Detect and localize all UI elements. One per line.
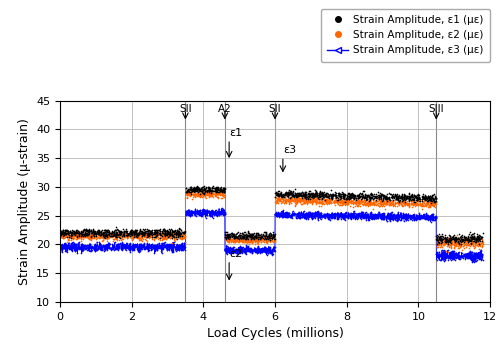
Text: SII: SII [179,103,192,113]
Text: SII: SII [268,103,281,113]
Text: ε2: ε2 [229,249,242,259]
X-axis label: Load Cycles (millions): Load Cycles (millions) [206,327,344,340]
Legend: Strain Amplitude, ε1 (με), Strain Amplitude, ε2 (με), Strain Amplitude, ε3 (με): Strain Amplitude, ε1 (με), Strain Amplit… [321,9,490,62]
Text: A2: A2 [218,103,232,113]
Text: ε3: ε3 [283,145,296,155]
Y-axis label: Strain Amplitude (μ-strain): Strain Amplitude (μ-strain) [18,118,30,285]
Text: SIII: SIII [428,103,444,113]
Text: ε1: ε1 [229,128,242,138]
